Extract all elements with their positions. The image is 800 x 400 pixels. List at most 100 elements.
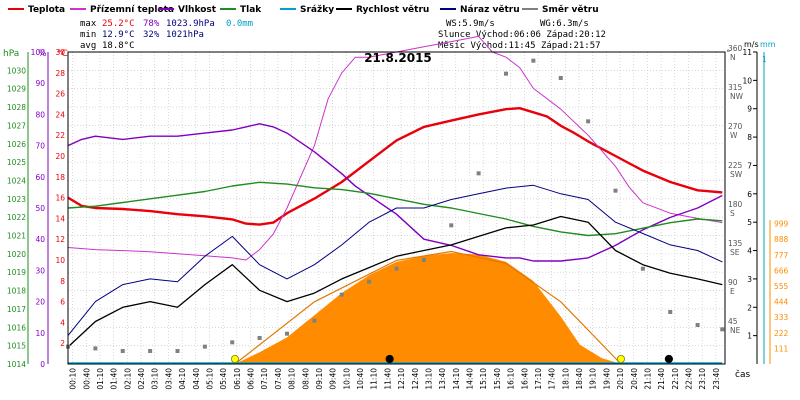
dir-tick-direction: W: [730, 131, 738, 140]
wind-direction-point: [257, 336, 262, 340]
time-tick-label: 09:10: [315, 368, 324, 390]
legend-label: Vlhkost: [178, 5, 217, 15]
wind-direction-point: [613, 188, 618, 193]
temp-tick-label: 2: [60, 339, 65, 348]
stats-block: max 25.2°C 78% 1023.9hPa 0.0mm min 12.9°…: [80, 19, 606, 51]
legend-label: Rychlost větru: [356, 4, 429, 15]
temperature-line: [67, 107, 723, 226]
axis-unit-press: hPa: [3, 49, 19, 59]
sunrise-icon: [230, 354, 239, 363]
moonset-icon: [664, 354, 673, 364]
time-tick-label: 12:10: [397, 368, 406, 390]
time-tick-label: 07:40: [274, 368, 283, 390]
press-tick-label: 1020: [7, 250, 26, 259]
time-tick-label: 15:10: [479, 368, 488, 390]
press-tick-label: 1023: [7, 195, 26, 204]
dir-tick-label: 90: [728, 278, 738, 287]
hum-tick-label: 20: [35, 298, 45, 307]
dir-tick-label: 135: [728, 239, 743, 248]
time-tick-label: 15:40: [493, 368, 502, 390]
solar-tick-label: 777: [774, 251, 789, 260]
time-tick-label: 04:10: [178, 368, 187, 390]
stats-moon-times: Měsíc Východ:11:45 Západ:21:57: [438, 41, 601, 51]
wind-direction-point: [93, 346, 98, 351]
dir-tick-direction: S: [730, 209, 735, 218]
time-tick-label: 00:10: [69, 368, 78, 390]
dir-tick-direction: E: [730, 287, 735, 296]
time-tick-label: 13:40: [438, 368, 447, 390]
dir-tick-label: 45: [728, 317, 738, 326]
time-tick-label: 14:10: [452, 368, 461, 390]
time-tick-label: 23:40: [712, 368, 721, 390]
wind-direction-point: [720, 327, 725, 332]
time-tick-label: 12:40: [411, 368, 420, 390]
time-tick-label: 10:40: [356, 368, 365, 390]
temp-tick-label: 8: [60, 277, 65, 286]
hum-tick-label: 50: [35, 204, 45, 213]
time-tick-label: 23:10: [698, 368, 707, 390]
axis-unit-time: čas: [735, 369, 750, 380]
press-tick-label: 1015: [7, 342, 26, 351]
wind-direction-point: [695, 323, 700, 327]
sunset-icon: [616, 354, 625, 363]
time-tick-label: 00:40: [82, 368, 91, 390]
temp-tick-label: 30: [55, 48, 65, 57]
ground-temperature-line: [67, 35, 723, 261]
time-tick-label: 17:10: [534, 368, 543, 390]
time-tick-label: 20:40: [630, 368, 639, 390]
wind-direction-point: [640, 266, 645, 271]
stats-min-label: min: [80, 30, 96, 40]
solar-theoretical-line: [234, 250, 622, 365]
events-layer: [230, 354, 673, 364]
solar-tick-label: 999: [774, 220, 789, 229]
axis-unit-wind: m/s: [744, 40, 759, 49]
press-tick-label: 1017: [7, 305, 26, 314]
temp-tick-label: 28: [55, 69, 65, 78]
stats-avg-label: avg: [80, 41, 96, 51]
wind-direction-point: [394, 266, 399, 271]
time-tick-label: 08:10: [288, 368, 297, 390]
wind-tick-label: 10: [742, 76, 752, 85]
dir-tick-direction: N: [730, 53, 736, 62]
wind-direction-point: [504, 71, 508, 76]
stats-min-hum: 32%: [143, 30, 160, 40]
time-tick-label: 03:40: [164, 368, 173, 390]
time-tick-label: 06:40: [247, 368, 256, 390]
press-tick-label: 1021: [7, 232, 26, 241]
stats-wind-speed: WS:5.9m/s: [446, 19, 495, 29]
wind-tick-label: 8: [747, 133, 752, 142]
temp-tick-label: 26: [55, 90, 65, 99]
press-tick-label: 1029: [7, 85, 26, 94]
hum-tick-label: 100: [31, 48, 46, 57]
time-tick-label: 19:40: [602, 368, 611, 390]
solar-tick-label: 666: [774, 266, 789, 275]
stats-max-press: 1023.9hPa: [166, 19, 215, 29]
temp-tick-label: 10: [55, 256, 65, 265]
dir-tick-label: 180: [728, 200, 743, 209]
wind-tick-label: 6: [747, 190, 752, 199]
wind-direction-point: [285, 331, 289, 336]
time-tick-label: 06:10: [233, 368, 242, 390]
stats-wind-gust: WG:6.3m/s: [540, 19, 589, 29]
hum-tick-label: 40: [35, 235, 45, 244]
wind-direction-point: [120, 349, 125, 353]
wind-direction-point: [668, 310, 673, 314]
wind-tick-label: 11: [742, 48, 752, 57]
press-tick-label: 1024: [7, 176, 26, 185]
pressure-line: [67, 181, 723, 237]
rain-tick-label: 1: [762, 55, 767, 64]
hum-tick-label: 30: [35, 266, 45, 275]
wind-direction-point: [367, 279, 372, 284]
temp-tick-label: 6: [60, 298, 65, 307]
time-tick-label: 16:10: [507, 368, 516, 390]
moonrise-icon: [385, 354, 394, 364]
temp-tick-label: 20: [55, 152, 65, 161]
press-tick-label: 1019: [7, 268, 26, 277]
time-tick-label: 01:10: [96, 368, 105, 390]
dir-tick-direction: SW: [730, 170, 743, 179]
time-tick-label: 05:10: [205, 368, 214, 390]
dir-tick-direction: NW: [730, 92, 744, 101]
temp-tick-label: 24: [55, 110, 65, 119]
stats-min-press: 1021hPa: [166, 30, 204, 40]
legend-label: Teplota: [28, 5, 65, 15]
